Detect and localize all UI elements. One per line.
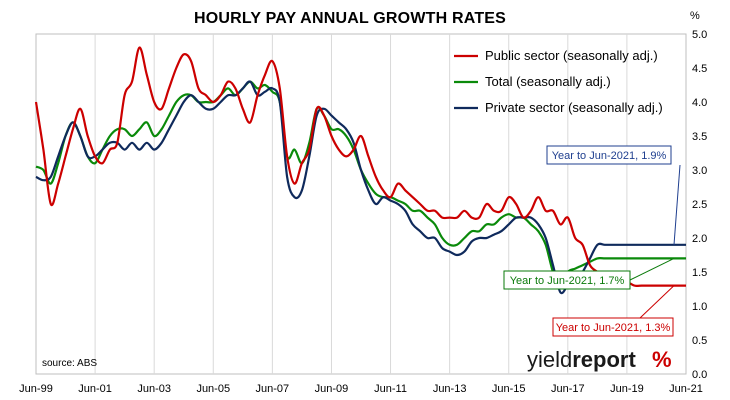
x-tick-label: Jun-17 bbox=[551, 383, 585, 395]
x-tick-label: Jun-21 bbox=[669, 383, 703, 395]
annotation-label: Year to Jun-2021, 1.7% bbox=[510, 275, 625, 287]
annotation-box bbox=[503, 270, 631, 290]
annotation-leader-line bbox=[673, 164, 681, 245]
legend-label-private: Private sector (seasonally adj.) bbox=[485, 100, 663, 115]
x-tick-label: Jun-99 bbox=[19, 383, 53, 395]
annotation-label: Year to Jun-2021, 1.9% bbox=[552, 150, 667, 162]
svg-text:yieldreport: yieldreport bbox=[527, 347, 636, 372]
source-note: source: ABS bbox=[42, 358, 97, 369]
y-axis-unit: % bbox=[690, 10, 700, 22]
y-tick-label: 3.0 bbox=[692, 165, 707, 177]
axis-ticks: Jun-99 Jun-01 Jun-03 Jun-05 Jun-07 Jun-09 Jun-… bbox=[19, 29, 707, 395]
x-tick-label: Jun-15 bbox=[492, 383, 526, 395]
x-tick-label: Jun-07 bbox=[256, 383, 290, 395]
y-tick-label: 2.0 bbox=[692, 233, 707, 245]
y-tick-label: 5.0 bbox=[692, 29, 707, 41]
grid-lines bbox=[94, 34, 628, 374]
legend: Public sector (seasonally adj.) Total (se… bbox=[454, 48, 663, 115]
legend-label-public: Public sector (seasonally adj.) bbox=[485, 48, 658, 63]
annotations: Year to Jun-2021, 1.9% Year to Jun-2021, … bbox=[503, 145, 681, 337]
legend-label-total: Total (seasonally adj.) bbox=[485, 74, 611, 89]
x-tick-label: Jun-19 bbox=[610, 383, 644, 395]
y-tick-label: 0.5 bbox=[692, 335, 707, 347]
logo-percent-symbol: % bbox=[652, 347, 672, 372]
x-tick-label: Jun-01 bbox=[78, 383, 112, 395]
logo-text-report: report bbox=[572, 347, 636, 372]
y-tick-label: 1.5 bbox=[692, 267, 707, 279]
annotation-label: Year to Jun-2021, 1.3% bbox=[556, 322, 671, 334]
y-tick-label: 0.0 bbox=[692, 369, 707, 381]
annotation-leader-line bbox=[639, 285, 675, 319]
annotation-leader-line bbox=[629, 257, 675, 281]
annotation-box bbox=[552, 317, 674, 337]
annotation-box bbox=[546, 145, 672, 165]
y-tick-label: 1.0 bbox=[692, 301, 707, 313]
series-line-public bbox=[34, 46, 686, 287]
chart-title: HOURLY PAY ANNUAL GROWTH RATES bbox=[193, 10, 507, 27]
y-tick-label: 4.5 bbox=[692, 63, 707, 75]
x-tick-label: Jun-05 bbox=[196, 383, 230, 395]
y-tick-label: 2.5 bbox=[692, 199, 707, 211]
x-tick-label: Jun-09 bbox=[315, 383, 349, 395]
x-tick-label: Jun-03 bbox=[137, 383, 171, 395]
yieldreport-logo: yieldreport % bbox=[527, 347, 672, 372]
x-tick-label: Jun-13 bbox=[433, 383, 467, 395]
logo-text-yield: yield bbox=[527, 347, 572, 372]
x-tick-label: Jun-11 bbox=[374, 383, 407, 395]
plot-area bbox=[35, 33, 687, 375]
y-tick-label: 3.5 bbox=[692, 131, 707, 143]
y-tick-label: 4.0 bbox=[692, 97, 707, 109]
